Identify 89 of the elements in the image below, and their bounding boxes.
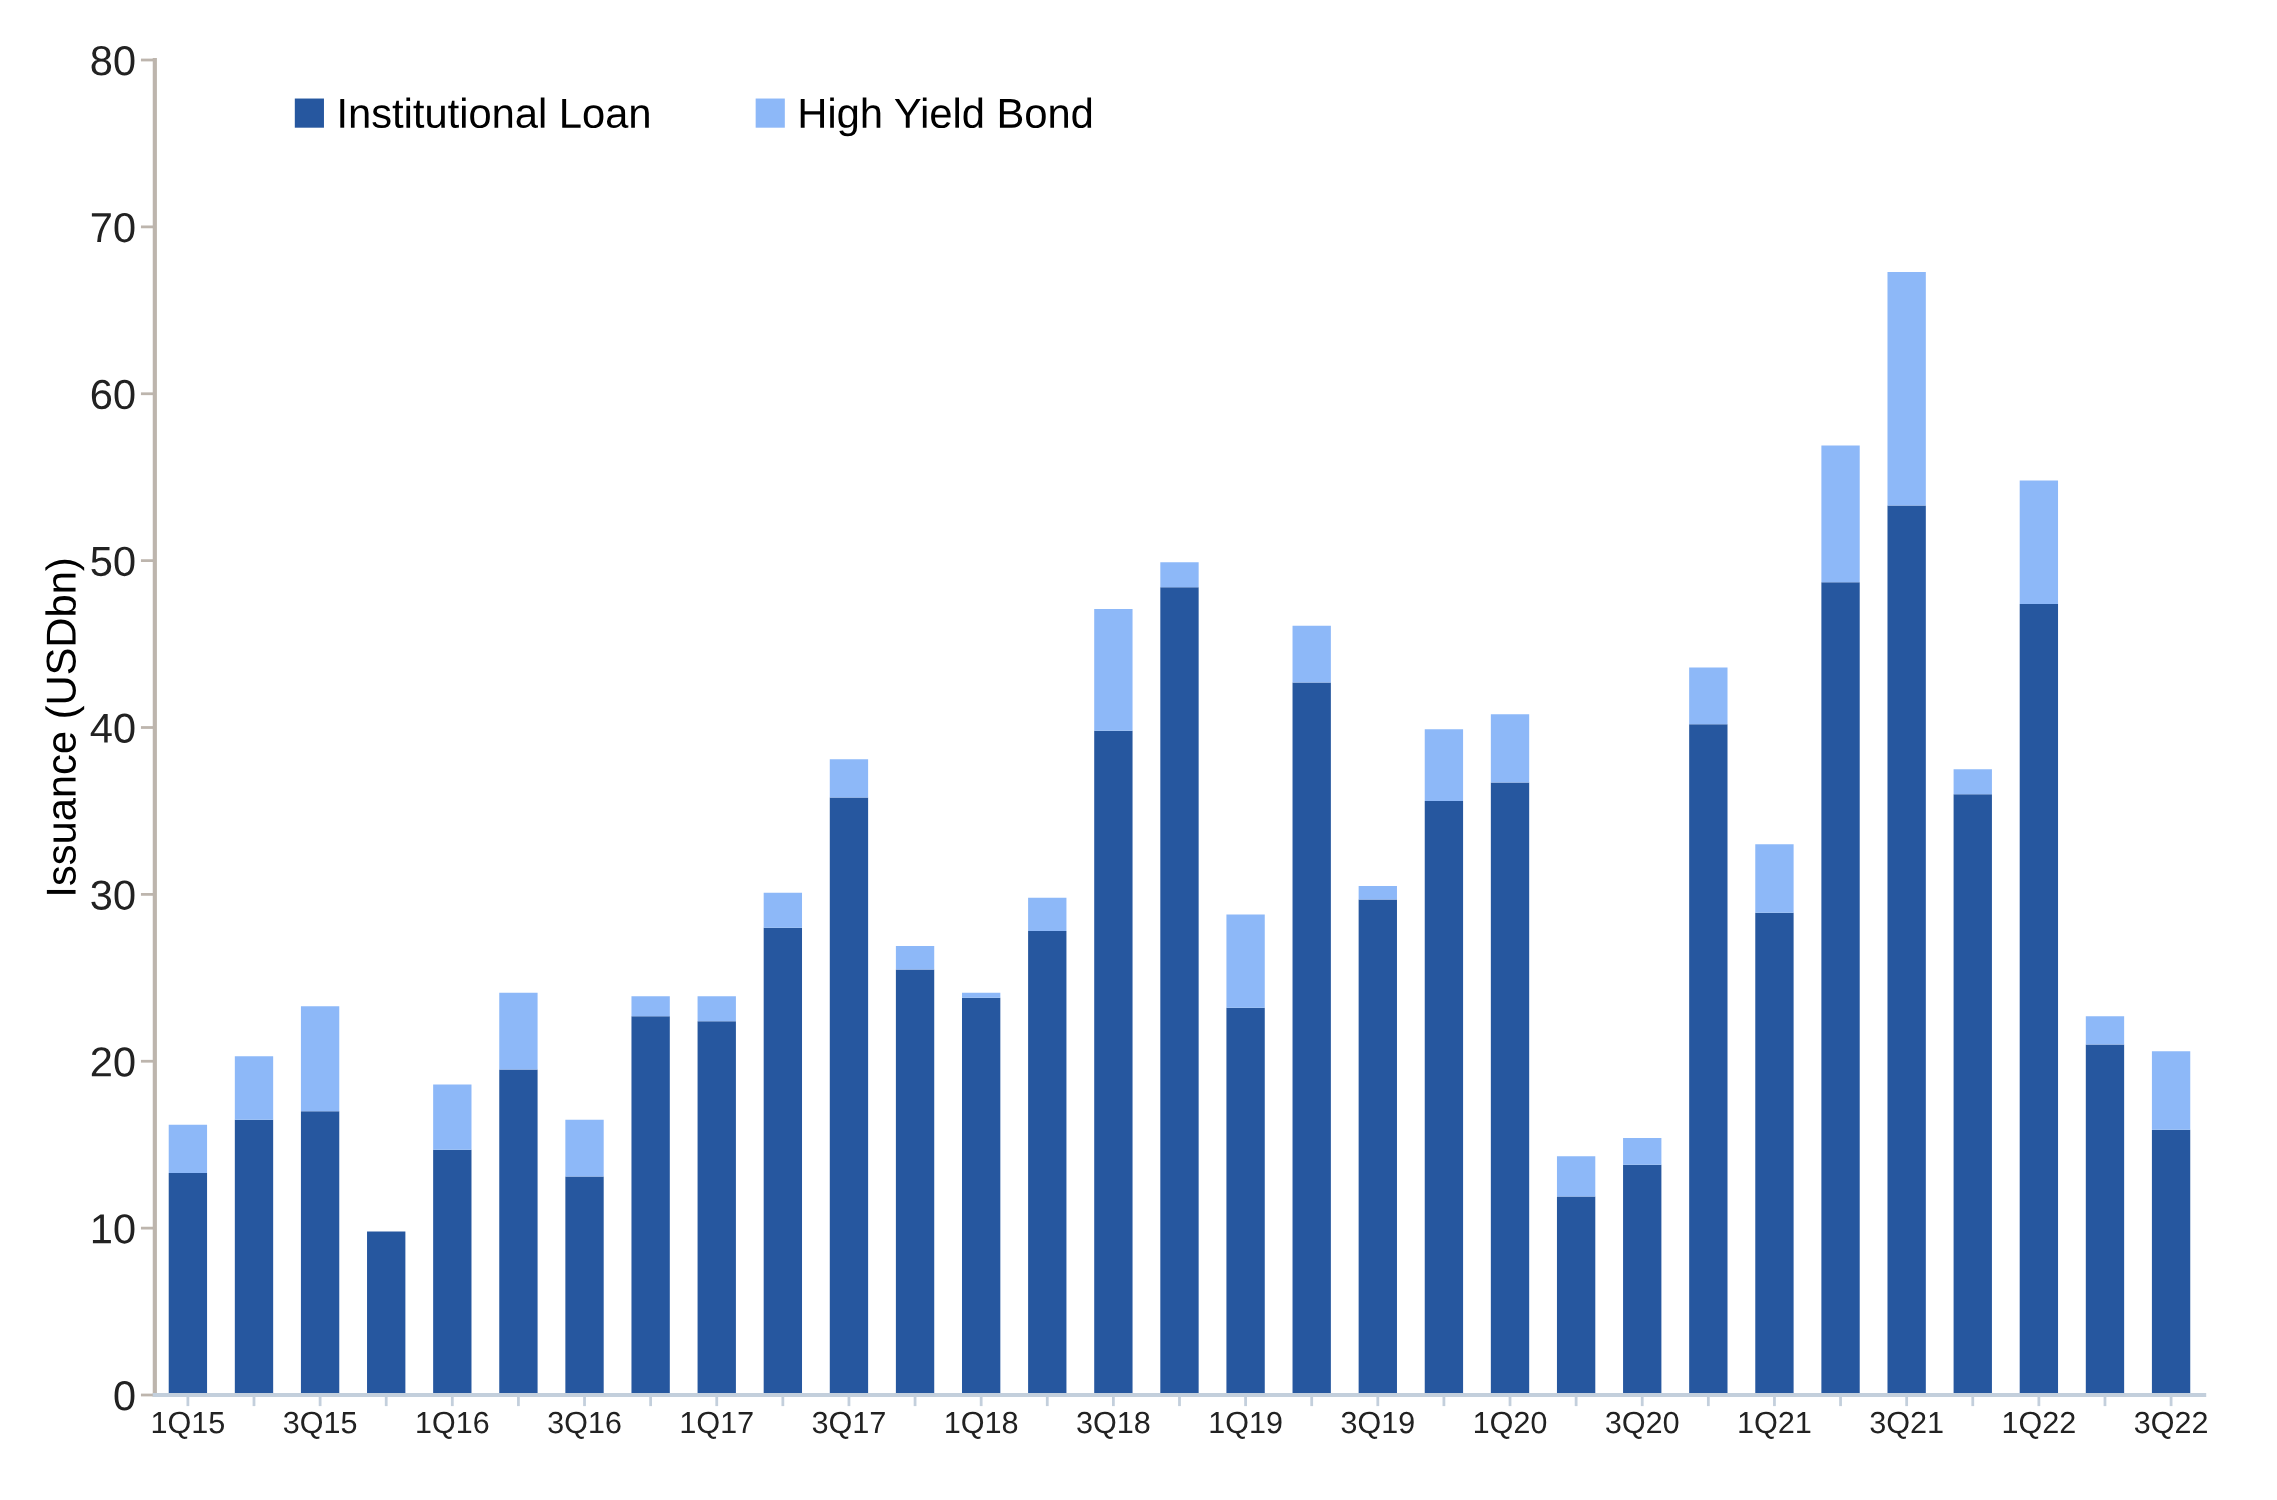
bar — [1821, 445, 1860, 583]
bar — [895, 969, 935, 1395]
bar — [1160, 562, 1199, 588]
bar — [1755, 844, 1794, 913]
x-tick-label: 1Q19 — [1210, 1411, 1282, 1439]
x-tick-label: 1Q16 — [417, 1411, 489, 1439]
y-tick-label: 20 — [91, 1047, 135, 1077]
bar — [1226, 914, 1265, 1008]
bar — [168, 1124, 208, 1174]
bar — [1556, 1196, 1596, 1395]
bar — [829, 759, 869, 798]
bar — [433, 1084, 472, 1150]
x-tick-label: 1Q15 — [152, 1411, 224, 1439]
bar — [829, 797, 869, 1395]
bar — [565, 1119, 604, 1177]
bar — [1028, 931, 1067, 1395]
bar — [1953, 794, 1992, 1395]
y-tick-label: 60 — [91, 379, 135, 410]
x-tick-label: 3Q19 — [1341, 1411, 1414, 1439]
bar — [1623, 1164, 1662, 1395]
y-tick-label: 50 — [91, 546, 135, 577]
bar — [1556, 1156, 1596, 1197]
bar — [1755, 912, 1794, 1395]
bar — [433, 1149, 472, 1395]
y-tick-label: 40 — [90, 713, 135, 744]
bar — [1358, 899, 1397, 1395]
legend-label: Institutional Loan — [340, 97, 649, 129]
bar — [1292, 682, 1331, 1395]
bar — [1160, 587, 1199, 1395]
x-tick-label: 3Q17 — [812, 1411, 885, 1439]
bar — [697, 996, 736, 1022]
x-tick-label: 1Q18 — [946, 1411, 1018, 1439]
bar — [1028, 897, 1067, 932]
bar — [1689, 724, 1728, 1395]
bar — [697, 1021, 736, 1395]
bar — [2019, 604, 2059, 1395]
x-tick-label: 1Q20 — [1474, 1411, 1547, 1439]
bar — [1821, 582, 1860, 1395]
bar — [895, 946, 935, 970]
x-tick-label: 3Q20 — [1606, 1411, 1679, 1439]
bar — [2151, 1051, 2191, 1130]
bar — [2085, 1016, 2125, 1045]
bar — [1490, 782, 1530, 1395]
bar — [565, 1176, 604, 1395]
bar — [1689, 667, 1728, 725]
bar — [763, 927, 803, 1395]
x-tick-label: 3Q21 — [1870, 1411, 1943, 1439]
x-tick-label: 1Q22 — [2003, 1411, 2075, 1439]
x-tick-label: 1Q21 — [1739, 1411, 1811, 1439]
bar — [631, 996, 670, 1017]
bar — [1490, 714, 1530, 783]
x-tick-label: 3Q18 — [1077, 1411, 1150, 1439]
bar — [499, 1069, 538, 1395]
legend-label: High Yield Bond — [800, 97, 1092, 137]
y-tick-label: 0 — [114, 1381, 135, 1411]
bar — [367, 1231, 406, 1395]
bar — [631, 1016, 670, 1395]
bar — [1226, 1007, 1265, 1395]
bar — [234, 1119, 274, 1395]
bar — [1887, 505, 1926, 1395]
bar — [168, 1173, 208, 1395]
bar — [1623, 1138, 1662, 1165]
y-tick-label: 70 — [91, 212, 135, 243]
bar — [300, 1006, 340, 1112]
bar — [1887, 271, 1926, 506]
bar — [1424, 800, 1464, 1395]
x-tick-label: 3Q22 — [2134, 1411, 2207, 1439]
bar — [962, 997, 1001, 1395]
bar — [499, 992, 538, 1070]
bar — [962, 992, 1001, 998]
bar — [1424, 729, 1464, 801]
bar — [1094, 609, 1133, 731]
bar — [2085, 1044, 2125, 1395]
bar — [234, 1056, 274, 1120]
x-tick-label: 1Q17 — [681, 1411, 753, 1439]
bar — [1953, 769, 1992, 795]
bar — [1358, 886, 1397, 900]
bar — [763, 892, 803, 928]
y-tick-label: 10 — [92, 1214, 135, 1244]
bar — [2151, 1129, 2191, 1395]
bar — [1094, 730, 1133, 1395]
y-tick-label: 80 — [91, 46, 135, 76]
x-tick-label: 3Q15 — [283, 1411, 357, 1439]
bar — [2019, 480, 2059, 605]
y-axis-title: Issuance (USDbn) — [45, 559, 85, 894]
y-tick-label: 30 — [91, 880, 135, 910]
bar — [1292, 625, 1331, 683]
x-tick-label: 3Q16 — [548, 1411, 621, 1439]
bar — [300, 1111, 340, 1395]
